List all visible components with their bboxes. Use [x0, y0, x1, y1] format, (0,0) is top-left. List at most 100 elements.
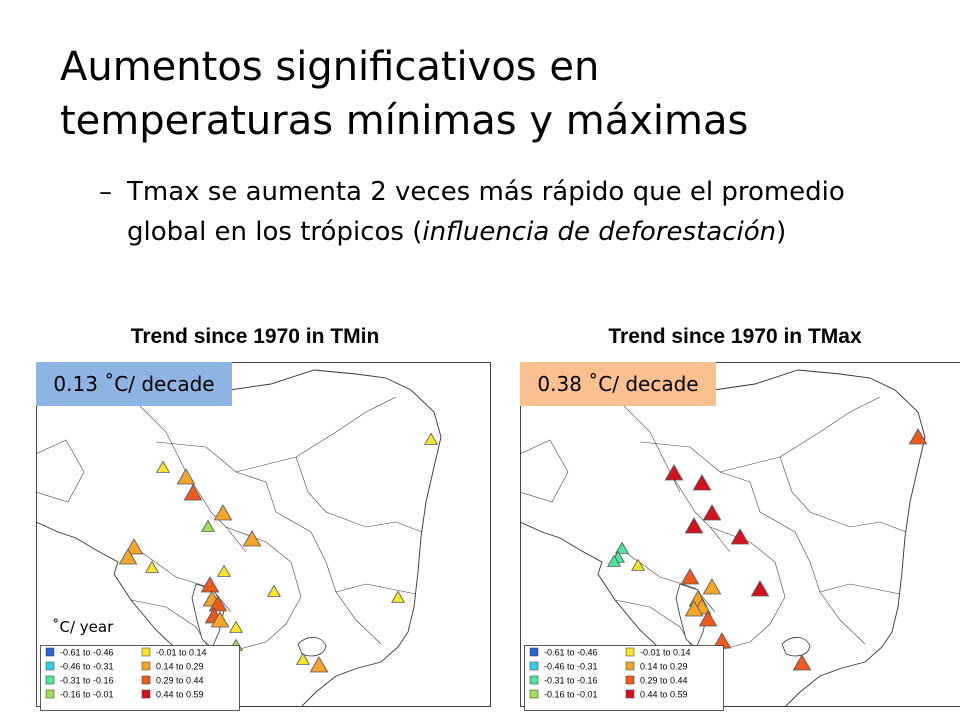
station-triangle — [200, 519, 216, 532]
legend-label: -0.01 to 0.14 — [640, 648, 691, 658]
legend-swatch — [625, 661, 635, 671]
station-triangle — [750, 580, 770, 597]
station-triangle — [908, 428, 928, 445]
department-border — [295, 456, 423, 533]
station-triangle — [702, 504, 722, 521]
legend-swatch — [529, 647, 539, 657]
bullet-dash: – — [99, 177, 112, 207]
tmin-unit-label: ˚C/ year — [52, 618, 114, 636]
department-border — [265, 481, 382, 645]
lake — [781, 637, 811, 657]
legend-label: -0.61 to -0.46 — [60, 648, 114, 658]
legend-swatch — [529, 675, 539, 685]
station-triangle — [390, 590, 406, 603]
tmin-map: 0.13 ˚C/ decade ˚C/ year -0.61 to -0.46-… — [36, 362, 491, 711]
coastline — [36, 362, 442, 707]
tmax-map-canvas — [520, 362, 960, 707]
legend-swatch — [625, 647, 635, 657]
station-triangle — [242, 530, 262, 547]
station-triangle — [155, 460, 171, 473]
station-triangle — [124, 538, 144, 555]
legend-swatch — [625, 675, 635, 685]
legend-label: 0.29 to 0.44 — [640, 676, 688, 686]
tmax-map-heading: Trend since 1970 in TMax — [608, 325, 862, 348]
department-border — [639, 441, 751, 483]
legend-swatch — [45, 661, 55, 671]
department-border — [335, 583, 417, 595]
department-border — [520, 439, 569, 503]
station-triangle — [792, 654, 812, 671]
station-triangle — [702, 578, 722, 595]
department-border — [719, 396, 881, 473]
map-frame — [36, 362, 491, 707]
legend-swatch — [45, 675, 55, 685]
station-triangle — [684, 600, 704, 617]
station-triangle — [183, 484, 203, 501]
station-triangle — [176, 468, 196, 485]
department-border — [624, 551, 716, 613]
legend-label: -0.61 to -0.46 — [544, 648, 598, 658]
bullet-italic-text: influencia de deforestación — [422, 217, 777, 247]
department-border — [36, 439, 85, 503]
department-border — [819, 583, 901, 595]
title-line-2: temperaturas mínimas y máximas — [60, 98, 749, 144]
station-triangle — [213, 504, 233, 521]
legend-label: -0.46 to -0.31 — [544, 662, 598, 672]
station-triangle — [664, 464, 684, 481]
legend-frame — [40, 645, 240, 711]
legend-swatch — [141, 675, 151, 685]
tmin-legend-canvas: -0.61 to -0.46 -0.46 to -0.31 -0.31 to -0.… — [40, 645, 240, 711]
legend-label: -0.16 to -0.01 — [544, 690, 598, 700]
station-triangle — [210, 611, 230, 628]
station-triangle — [208, 595, 228, 612]
tmin-map-heading: Trend since 1970 in TMin — [130, 325, 380, 348]
station-triangle — [295, 652, 311, 665]
station-triangle — [309, 656, 329, 673]
legend-label: 0.29 to 0.44 — [156, 676, 204, 686]
station-triangle — [216, 564, 232, 577]
slide-title: Aumentos significativos en temperaturas … — [60, 40, 920, 148]
legend-label: 0.44 to 0.59 — [156, 690, 204, 700]
station-triangle — [144, 560, 160, 573]
map-frame — [520, 362, 960, 707]
station-triangle — [423, 432, 439, 445]
legend-swatch — [45, 689, 55, 699]
department-border — [749, 481, 866, 645]
coastline — [520, 362, 926, 707]
department-border — [709, 526, 786, 651]
department-border — [225, 526, 302, 651]
station-triangle — [228, 620, 244, 633]
department-border — [779, 456, 907, 533]
legend-swatch — [529, 689, 539, 699]
tmin-rate-badge: 0.13 ˚C/ decade — [36, 362, 232, 406]
station-triangle — [630, 558, 646, 571]
legend-swatch — [141, 689, 151, 699]
bullet-text: Tmax se aumenta 2 veces más rápido que e… — [127, 177, 845, 247]
tmax-rate-badge: 0.38 ˚C/ decade — [520, 362, 716, 406]
department-border — [235, 396, 397, 473]
legend-label: 0.14 to 0.29 — [156, 662, 204, 672]
legend-label: -0.31 to -0.16 — [544, 676, 598, 686]
legend-label: -0.31 to -0.16 — [60, 676, 114, 686]
tmax-legend-canvas: -0.61 to -0.46 -0.46 to -0.31 -0.31 to -0.… — [524, 645, 724, 711]
bullet-close: ) — [776, 217, 787, 247]
tmax-legend: -0.61 to -0.46 -0.46 to -0.31 -0.31 to -0.… — [524, 645, 724, 711]
department-border — [155, 441, 267, 483]
station-triangle — [684, 517, 704, 534]
legend-swatch — [141, 647, 151, 657]
legend-frame — [524, 645, 724, 711]
legend-label: 0.44 to 0.59 — [640, 690, 688, 700]
station-triangle — [698, 610, 718, 627]
station-triangle — [266, 584, 282, 597]
station-triangle — [730, 528, 750, 545]
legend-label: -0.01 to 0.14 — [156, 648, 207, 658]
legend-swatch — [625, 689, 635, 699]
legend-label: 0.14 to 0.29 — [640, 662, 688, 672]
lake — [297, 637, 327, 657]
bullet-point: – Tmax se aumenta 2 veces más rápido que… — [99, 172, 857, 252]
legend-label: -0.16 to -0.01 — [60, 690, 114, 700]
department-border — [140, 551, 232, 613]
station-triangle — [692, 474, 712, 491]
legend-label: -0.46 to -0.31 — [60, 662, 114, 672]
station-triangle — [680, 568, 700, 585]
